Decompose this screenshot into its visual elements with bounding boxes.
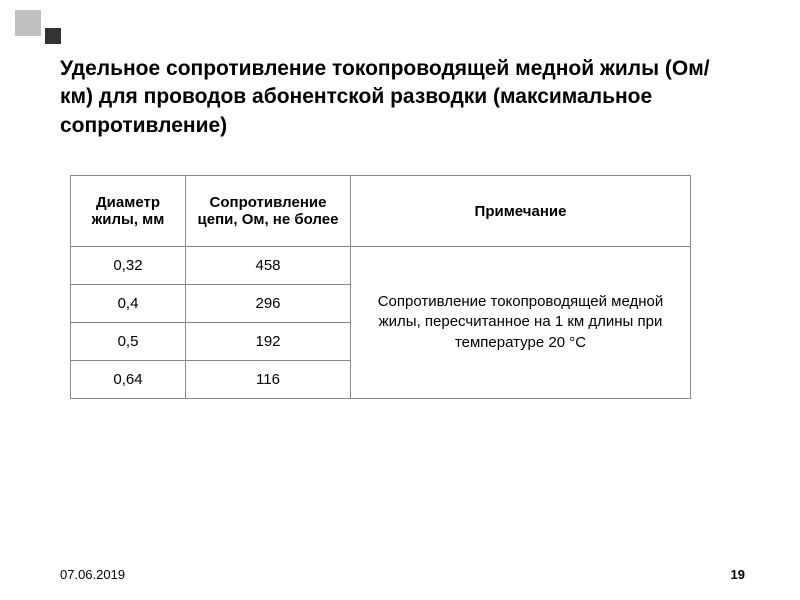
footer-page-number: 19 <box>731 567 745 582</box>
cell-diameter: 0,64 <box>71 361 186 399</box>
cell-diameter: 0,32 <box>71 247 186 285</box>
table-header-row: Диаметр жилы, мм Сопротивление цепи, Ом,… <box>71 176 691 247</box>
slide-content: Удельное сопротивление токопроводящей ме… <box>0 0 800 399</box>
cell-diameter: 0,5 <box>71 323 186 361</box>
cell-resistance: 458 <box>186 247 351 285</box>
cell-resistance: 116 <box>186 361 351 399</box>
resistance-table: Диаметр жилы, мм Сопротивление цепи, Ом,… <box>70 175 691 399</box>
cell-resistance: 296 <box>186 285 351 323</box>
decoration-square-small <box>45 28 61 44</box>
slide-footer: 07.06.2019 19 <box>60 567 745 582</box>
cell-note: Сопротивление токопроводящей медной жилы… <box>351 247 691 399</box>
footer-date: 07.06.2019 <box>60 567 125 582</box>
cell-resistance: 192 <box>186 323 351 361</box>
column-header-resistance: Сопротивление цепи, Ом, не более <box>186 176 351 247</box>
cell-diameter: 0,4 <box>71 285 186 323</box>
column-header-note: Примечание <box>351 176 691 247</box>
column-header-diameter: Диаметр жилы, мм <box>71 176 186 247</box>
slide-title: Удельное сопротивление токопроводящей ме… <box>60 55 740 140</box>
table-row: 0,32 458 Сопротивление токопроводящей ме… <box>71 247 691 285</box>
resistance-table-wrapper: Диаметр жилы, мм Сопротивление цепи, Ом,… <box>70 175 740 399</box>
decoration-square-large <box>15 10 41 36</box>
